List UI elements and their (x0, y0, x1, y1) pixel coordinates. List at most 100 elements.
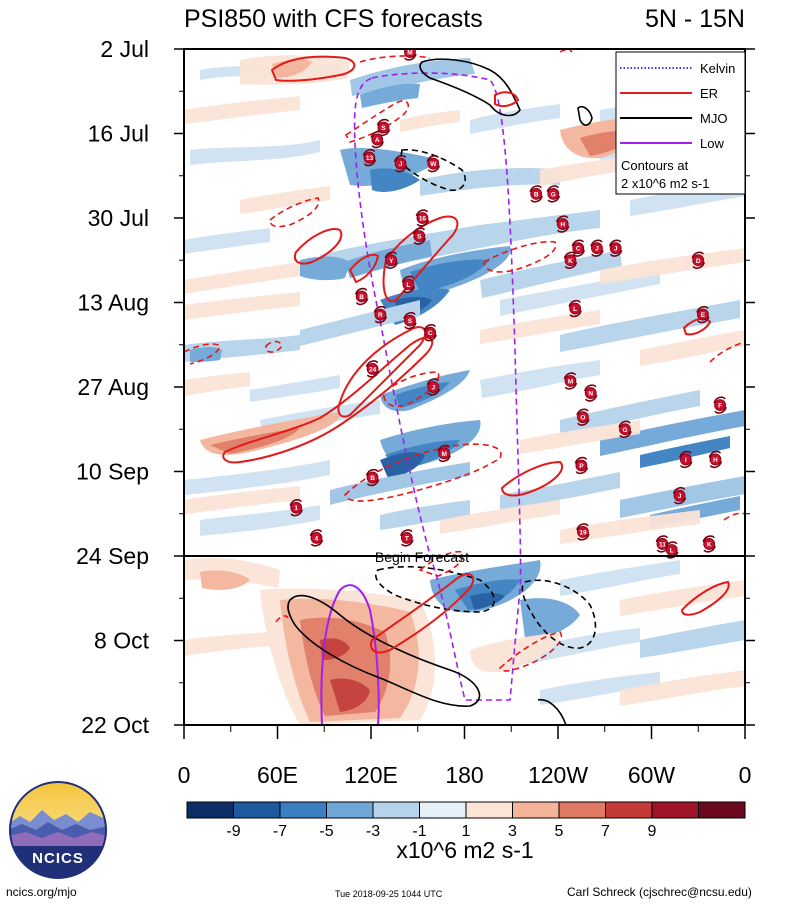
storm-marker: 1 (289, 499, 303, 517)
storm-marker-label: J (399, 161, 403, 168)
storm-marker: I (679, 450, 693, 469)
storm-marker: 16 (415, 209, 430, 227)
colorbar-tick-label: 5 (555, 823, 564, 840)
mjo-contour-6 (521, 579, 597, 649)
er-contour-24 (275, 615, 289, 623)
storm-marker: K (702, 535, 716, 553)
x-tick-label: 120E (344, 762, 398, 788)
er-contour-8 (348, 253, 380, 284)
x-tick-label: 60W (628, 762, 676, 788)
colorbar-swatch (512, 801, 560, 819)
storm-marker: S (376, 118, 391, 137)
er-contour-21 (680, 580, 730, 616)
ncics-logo: NCICS (9, 781, 107, 879)
storm-marker: 19 (576, 523, 590, 541)
storm-marker: P (574, 456, 589, 475)
colorbar-tick-label: -9 (226, 823, 240, 840)
colorbar-swatch (651, 801, 699, 819)
storm-marker-label: S (417, 234, 422, 241)
storm-marker: H (708, 450, 723, 469)
chart-title: PSI850 with CFS forecasts (184, 5, 483, 33)
storm-marker: Y (384, 251, 399, 269)
colorbar-swatch (233, 801, 281, 819)
er-contour-20 (499, 631, 563, 672)
y-tick-label: 2 Jul (100, 36, 149, 62)
storm-marker: J (608, 239, 623, 257)
storm-marker-label: T (405, 535, 409, 542)
y-tick-label: 16 Jul (88, 121, 149, 147)
storm-marker: R (373, 305, 388, 324)
er-contour-17 (344, 443, 502, 502)
er-contour-19 (370, 573, 475, 654)
mjo-contour-5 (374, 565, 496, 613)
y-tick-label: 24 Sep (76, 543, 149, 569)
storm-marker-label: C (576, 246, 581, 253)
storm-marker-label: K (568, 258, 573, 265)
colorbar-swatch (326, 801, 374, 819)
storm-marker: B (529, 185, 543, 203)
storm-marker: C (571, 239, 586, 257)
storm-marker-label: 13 (366, 155, 374, 162)
storm-marker-label: I (685, 457, 687, 464)
storm-marker: H (555, 215, 570, 233)
legend: Kelvin ER MJO Low Contours at 2 x10^6 m2… (615, 51, 746, 195)
storm-marker-label: E (701, 312, 706, 319)
legend-low-label: Low (700, 136, 724, 151)
er-contour-18 (500, 460, 563, 497)
storm-marker: J (426, 378, 441, 396)
er-contour-23 (418, 550, 464, 577)
legend-note-1: Contours at (621, 158, 689, 173)
mjo-contour-1 (419, 58, 521, 117)
colorbar-swatch (419, 801, 467, 819)
storm-marker-label: L (406, 282, 410, 289)
storm-marker-label: H (713, 457, 718, 464)
storm-marker-label: H (560, 222, 565, 229)
storm-marker-label: B (370, 475, 375, 482)
er-contour-12 (383, 371, 440, 408)
storm-marker-label: R (378, 312, 383, 319)
er-contour-14 (265, 340, 283, 353)
mjo-contour-4 (287, 594, 481, 707)
storm-marker: O (576, 408, 590, 426)
begin-forecast-label: Begin Forecast (375, 549, 469, 565)
colorbar-swatch (558, 801, 606, 819)
y-tick-label: 22 Oct (81, 712, 149, 738)
er-contour-15 (709, 341, 745, 363)
colorbar-tick-label: -1 (412, 823, 426, 840)
storm-marker-label: 1 (294, 505, 298, 512)
storm-marker: W (426, 154, 441, 173)
storm-marker-label: J (678, 493, 682, 500)
storm-marker-label: S (381, 125, 386, 132)
colorbar-tick-label: -5 (319, 823, 333, 840)
footer-author: Carl Schreck (cjschrec@ncsu.edu) (567, 885, 752, 899)
storm-marker: S (412, 227, 427, 245)
storm-marker: 24 (365, 360, 380, 378)
colorbar-swatch (279, 801, 327, 819)
x-tick-label: 120W (528, 762, 588, 788)
footer-timestamp: Tue 2018-09-25 1044 UTC (335, 889, 443, 899)
y-tick-label: 30 Jul (88, 205, 149, 231)
storm-marker-label: D (696, 258, 701, 265)
chart-region: 5N - 15N (645, 5, 745, 33)
storm-marker: E (696, 305, 710, 324)
storm-marker-label: M (568, 378, 573, 385)
colorbar-tick-label: 1 (462, 823, 471, 840)
storm-marker-label: S (408, 318, 413, 325)
storm-marker-label: F (718, 403, 722, 410)
storm-marker: T (400, 529, 414, 547)
storm-marker: M (563, 372, 578, 390)
x-axis: 0 60E 120E 180 120W 60W 0 (178, 725, 751, 788)
storm-marker-label: W (430, 161, 437, 168)
storm-marker-label: M (442, 451, 447, 458)
storm-marker-label: P (579, 463, 584, 470)
er-contour-7 (382, 215, 459, 303)
x-tick-label: 60E (257, 762, 298, 788)
storm-marker-label: 4 (315, 535, 319, 542)
er-contour-1 (270, 55, 356, 82)
storm-marker-label: G (622, 427, 627, 434)
y-tick-label: 27 Aug (77, 374, 149, 400)
storm-marker-label: L (670, 547, 674, 554)
legend-kelvin-label: Kelvin (700, 61, 735, 76)
storm-marker: S (403, 311, 417, 330)
